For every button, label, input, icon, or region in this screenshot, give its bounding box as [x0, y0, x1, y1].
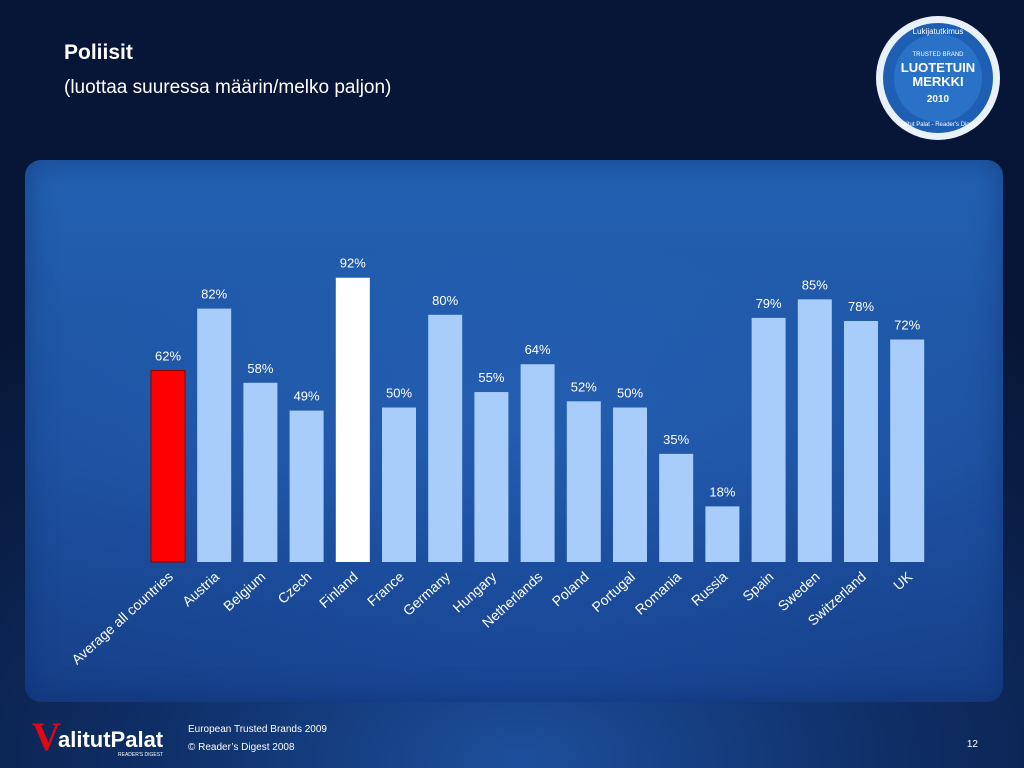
badge-center-disc: [894, 34, 982, 122]
badge-main-line2: MERKKI: [912, 74, 963, 89]
badge-main-line1: LUOTETUIN: [901, 60, 975, 75]
value-label: 78%: [848, 299, 874, 314]
bar-belgium: [243, 382, 278, 562]
bar-switzerland: [844, 320, 878, 562]
category-label: Belgium: [220, 568, 268, 614]
value-label: 64%: [525, 342, 551, 357]
badge-top-text: Lukijatutkimus: [913, 27, 964, 36]
category-label: Spain: [739, 568, 776, 604]
category-label: Czech: [274, 568, 314, 606]
bar-germany: [428, 314, 463, 562]
slide-title: Poliisit: [64, 41, 133, 64]
bar-sweden: [797, 299, 832, 562]
value-label: 55%: [478, 370, 504, 385]
category-label: Germany: [400, 568, 453, 618]
bar-hungary: [474, 392, 509, 562]
logo-wordmark: alitutPalat: [58, 727, 164, 752]
category-label: Poland: [549, 568, 592, 609]
value-label: 62%: [155, 348, 181, 363]
page-number: 12: [966, 739, 978, 750]
category-label: Finland: [316, 568, 361, 611]
chart-panel: [25, 160, 1003, 702]
footer-copyright: © Reader’s Digest 2008: [188, 742, 295, 753]
category-label: UK: [890, 568, 916, 593]
value-label: 52%: [571, 379, 597, 394]
value-label: 49%: [294, 389, 320, 404]
bar-poland: [566, 401, 601, 562]
value-label: 82%: [201, 287, 227, 302]
value-label: 92%: [340, 256, 366, 271]
value-label: 35%: [663, 432, 689, 447]
value-label: 79%: [756, 296, 782, 311]
bar-average-all-countries: [150, 369, 186, 563]
value-label: 72%: [894, 318, 920, 333]
value-label: 58%: [247, 361, 273, 376]
category-label: Austria: [179, 568, 222, 609]
footer-source: European Trusted Brands 2009: [188, 724, 327, 735]
logo-letter-v: V: [32, 714, 61, 758]
value-label: 18%: [709, 484, 735, 499]
bar-portugal: [613, 407, 647, 562]
badge-small-text: TRUSTED BRAND: [912, 52, 964, 58]
category-label: Portugal: [589, 568, 638, 615]
category-label: France: [364, 568, 407, 609]
category-label: Romania: [632, 568, 685, 618]
bar-austria: [197, 308, 232, 562]
value-label: 50%: [617, 386, 643, 401]
bar-netherlands: [520, 364, 555, 562]
bar-czech: [289, 410, 324, 562]
badge-bottom-text: Valitut Palat - Reader's Digest: [898, 122, 978, 128]
category-label: Russia: [688, 568, 731, 609]
value-label: 50%: [386, 386, 412, 401]
bar-romania: [659, 453, 694, 562]
category-label: Average all countries: [68, 568, 176, 667]
value-label: 80%: [432, 293, 458, 308]
bar-russia: [705, 506, 740, 562]
logo-subtext: READER'S DIGEST: [118, 752, 163, 758]
badge-year: 2010: [927, 94, 950, 105]
bar-spain: [751, 317, 786, 562]
slide-subtitle: (luottaa suuressa määrin/melko paljon): [64, 77, 392, 98]
bar-uk: [890, 339, 925, 562]
trusted-brand-badge: Lukijatutkimus TRUSTED BRAND LUOTETUIN M…: [876, 16, 1000, 140]
bar-france: [382, 407, 416, 562]
valitutpalat-logo: V alitutPalat READER'S DIGEST: [32, 714, 164, 758]
bar-finland: [335, 277, 370, 562]
value-label: 85%: [802, 277, 828, 292]
